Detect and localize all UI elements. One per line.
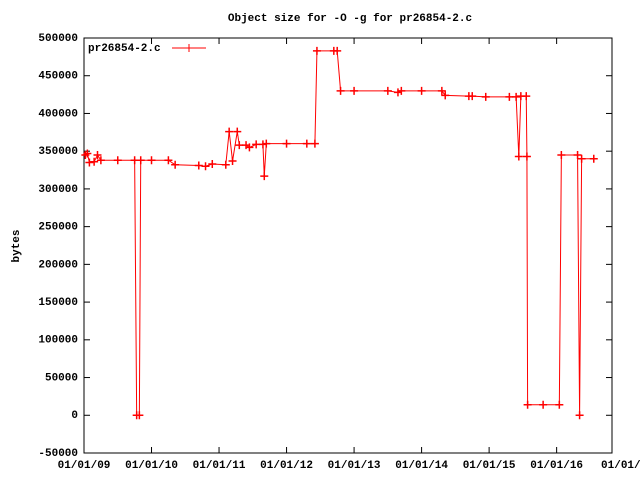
x-tick-label: 01/01/13 <box>328 460 381 472</box>
point <box>225 127 234 136</box>
y-tick-label: 250000 <box>38 222 78 234</box>
point <box>589 154 598 163</box>
point <box>171 160 180 169</box>
point <box>441 91 450 100</box>
point <box>312 46 321 55</box>
point <box>90 157 99 166</box>
point <box>136 156 145 165</box>
x-tick-label: 01/01/16 <box>530 460 583 472</box>
point <box>468 92 477 101</box>
y-tick-label: 100000 <box>38 335 78 347</box>
series-line <box>85 50 594 416</box>
x-tick-label: 01/01/15 <box>463 460 516 472</box>
point <box>397 86 406 95</box>
point <box>245 143 254 152</box>
point <box>505 92 514 101</box>
point <box>208 160 217 169</box>
chart-title: Object size for -O -g for pr26854-2.c <box>228 13 472 25</box>
y-tick-label: 50000 <box>45 372 78 384</box>
point <box>85 158 94 167</box>
legend-point <box>185 44 193 52</box>
point <box>481 92 490 101</box>
point <box>577 154 586 163</box>
point <box>417 86 426 95</box>
point <box>350 86 359 95</box>
point <box>522 92 531 101</box>
point <box>310 139 319 148</box>
point <box>221 160 230 169</box>
point <box>135 411 144 420</box>
y-tick-label: 450000 <box>38 71 78 83</box>
y-axis-label: bytes <box>11 229 23 262</box>
x-tick-label: 01/01/1 <box>601 460 640 472</box>
point <box>573 150 582 159</box>
point <box>522 152 531 161</box>
point <box>539 400 548 409</box>
point <box>512 92 521 101</box>
y-tick-label: 300000 <box>38 184 78 196</box>
legend-label: pr26854-2.c <box>88 43 161 55</box>
x-tick-label: 01/01/11 <box>193 460 246 472</box>
y-tick-label: -50000 <box>38 448 78 460</box>
point <box>523 400 532 409</box>
point <box>260 172 269 181</box>
x-tick-label: 01/01/12 <box>260 460 313 472</box>
y-tick-label: 0 <box>71 410 78 422</box>
point <box>235 141 244 150</box>
y-tick-label: 200000 <box>38 259 78 271</box>
point <box>233 127 242 136</box>
point <box>113 156 122 165</box>
x-tick-label: 01/01/09 <box>58 460 111 472</box>
point <box>282 139 291 148</box>
point <box>194 161 203 170</box>
plot-border <box>83 37 613 454</box>
point <box>383 86 392 95</box>
point <box>302 139 311 148</box>
point <box>164 156 173 165</box>
point <box>147 156 156 165</box>
point <box>575 411 584 420</box>
y-tick-label: 350000 <box>38 146 78 158</box>
x-tick-label: 01/01/14 <box>395 460 448 472</box>
point <box>555 400 564 409</box>
point <box>252 140 261 149</box>
y-tick-label: 500000 <box>38 33 78 45</box>
point <box>228 156 237 165</box>
x-tick-label: 01/01/10 <box>125 460 178 472</box>
point <box>93 150 102 159</box>
point <box>201 162 210 171</box>
point <box>437 86 446 95</box>
point <box>557 150 566 159</box>
y-tick-label: 150000 <box>38 297 78 309</box>
point <box>83 149 92 158</box>
point <box>262 139 271 148</box>
point <box>333 46 342 55</box>
point <box>96 156 105 165</box>
point <box>514 152 523 161</box>
y-tick-label: 400000 <box>38 108 78 120</box>
point <box>336 86 345 95</box>
